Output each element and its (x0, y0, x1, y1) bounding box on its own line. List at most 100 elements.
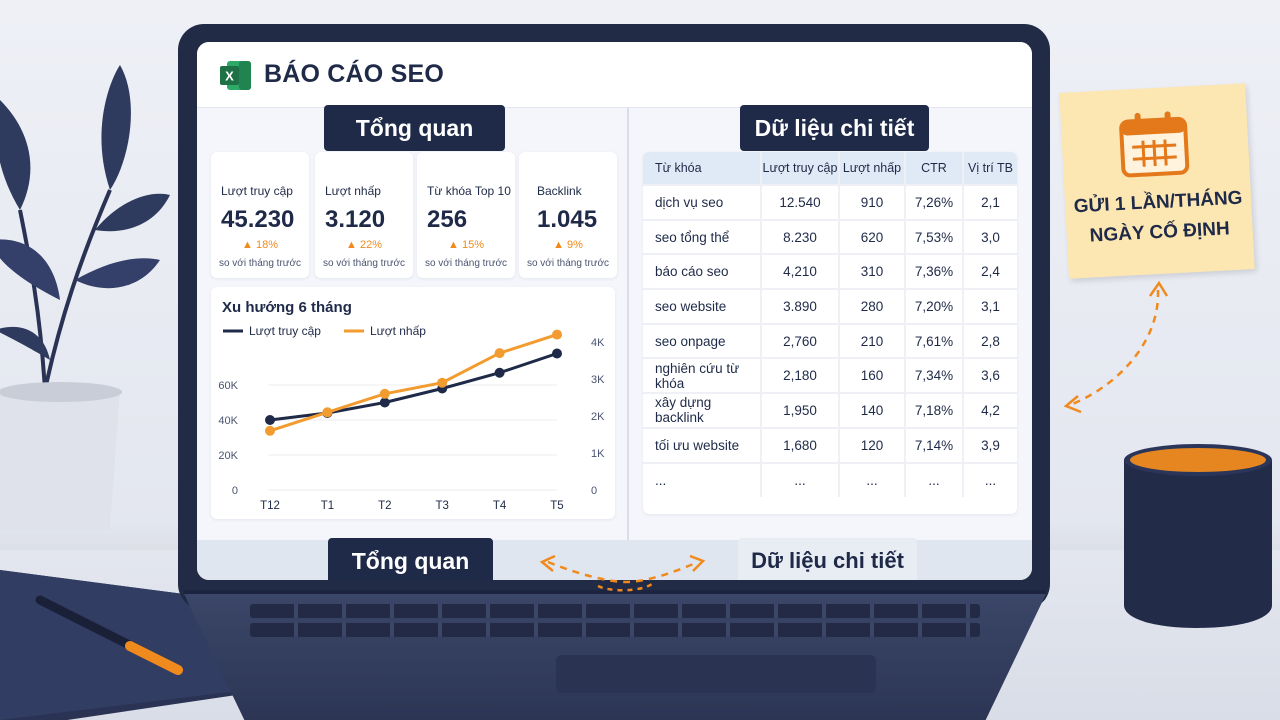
kpi-label: Từ khóa Top 10 (427, 184, 511, 198)
kpi-change: ▲ 22% (315, 239, 413, 251)
kpi-change: ▲ 18% (211, 239, 309, 251)
table-cell: 7,20% (904, 288, 963, 324)
table-row[interactable]: ............... (643, 461, 1017, 498)
table-cell: 3,9 (962, 426, 1017, 463)
kpi-change-value: 9% (567, 239, 583, 251)
data-point (494, 348, 505, 359)
y-axis-left-tick: 60K (218, 380, 238, 392)
chart-title: Xu hướng 6 tháng (222, 299, 352, 316)
keyboard (250, 604, 980, 654)
table-row[interactable]: seo tổng thể 8.230 620 7,53% 3,0 (643, 218, 1017, 255)
kpi-label: Backlink (537, 184, 582, 198)
data-point (552, 329, 562, 340)
column-header[interactable]: Lượt truy cập (760, 152, 839, 185)
kpi-card-top10: Từ khóa Top 10 256 ▲ 15% so với tháng tr… (417, 152, 515, 278)
column-header[interactable]: CTR (904, 152, 963, 185)
kpi-note: so với tháng trước (526, 258, 610, 269)
table-cell: 210 (838, 322, 905, 359)
legend-label-clicks: Lượt nhấp (370, 324, 426, 338)
app-title: BÁO CÁO SEO (264, 60, 444, 88)
kpi-note: so với tháng trước (322, 258, 406, 269)
data-point (437, 377, 448, 388)
table-row[interactable]: xây dựng backlink 1,950 140 7,18% 4,2 (643, 392, 1017, 428)
table-cell: 2,1 (962, 184, 1017, 220)
keyword-table: Từ khóa Lượt truy cập Lượt nhấp CTR Vị t… (643, 152, 1017, 498)
table-row[interactable]: nghiên cứu từ khóa 2,180 160 7,34% 3,6 (643, 357, 1017, 394)
legend-label-visits: Lượt truy cập (249, 324, 321, 338)
table-cell: tối ưu website (643, 426, 761, 463)
keyword-table-card: Từ khóa Lượt truy cập Lượt nhấp CTR Vị t… (643, 152, 1017, 514)
kpi-change: ▲ 9% (519, 239, 617, 251)
kpi-label: Lượt nhấp (325, 184, 381, 198)
y-axis-right-tick: 2K (591, 411, 605, 423)
kpi-value: 1.045 (537, 206, 598, 233)
tab-details[interactable]: Dữ liệu chi tiết (738, 538, 917, 580)
table-cell: 910 (838, 184, 905, 220)
table-cell: ... (838, 461, 905, 498)
table-cell: 7,36% (904, 253, 963, 290)
table-cell: 1,680 (760, 426, 839, 463)
table-row[interactable]: báo cáo seo 4,210 310 7,36% 2,4 (643, 253, 1017, 290)
x-axis-tick: T2 (378, 500, 391, 512)
table-cell: báo cáo seo (643, 253, 761, 290)
trend-chart-card: Xu hướng 6 tháng Lượt truy cập Lượt nhấp… (211, 287, 615, 519)
kpi-value: 3.120 (325, 206, 386, 233)
table-cell: 120 (838, 426, 905, 463)
table-cell: 7,18% (904, 392, 963, 428)
sticky-note-text: GỬI 1 LẦN/THÁNG NGÀY CỐ ĐỊNH (1064, 183, 1253, 253)
table-row[interactable]: seo onpage 2,760 210 7,61% 2,8 (643, 322, 1017, 359)
table-cell: 2,4 (962, 253, 1017, 290)
excel-icon: X (220, 61, 251, 90)
kpi-change-value: 22% (359, 239, 382, 251)
data-point (494, 367, 505, 378)
series-line-clicks (269, 333, 558, 433)
table-cell: 7,53% (904, 218, 963, 255)
data-point (379, 397, 390, 408)
table-cell: 4,2 (962, 392, 1017, 428)
data-point (379, 388, 390, 399)
table-cell: ... (962, 461, 1017, 498)
table-row[interactable]: dịch vụ seo 12.540 910 7,26% 2,1 (643, 184, 1017, 220)
table-cell: 2,180 (760, 357, 839, 394)
table-cell: 2,8 (962, 322, 1017, 359)
table-cell: 310 (838, 253, 905, 290)
svg-text:X: X (225, 69, 234, 84)
data-point (265, 425, 275, 436)
schedule-arrow (1069, 289, 1160, 407)
column-header[interactable]: Từ khóa (643, 152, 761, 185)
table-cell: nghiên cứu từ khóa (643, 357, 761, 394)
table-cell: dịch vụ seo (643, 184, 761, 220)
table-cell: 3,6 (962, 357, 1017, 394)
table-cell: seo tổng thể (643, 218, 761, 255)
table-header-row: Từ khóa Lượt truy cập Lượt nhấp CTR Vị t… (643, 152, 1017, 185)
column-header[interactable]: Lượt nhấp (838, 152, 905, 185)
trend-chart: Xu hướng 6 tháng Lượt truy cập Lượt nhấp… (218, 299, 605, 512)
table-cell: 7,61% (904, 322, 963, 359)
table-row[interactable]: tối ưu website 1,680 120 7,14% 3,9 (643, 426, 1017, 463)
tab-overview[interactable]: Tổng quan (328, 538, 493, 580)
column-header[interactable]: Vị trí TB (962, 152, 1017, 185)
kpi-change-value: 18% (255, 239, 278, 251)
table-cell: 280 (838, 288, 905, 324)
table-row[interactable]: seo website 3.890 280 7,20% 3,1 (643, 288, 1017, 324)
trend-up-icon: ▲ (242, 239, 253, 251)
trackpad (556, 655, 876, 693)
kpi-card-visits: Lượt truy cập 45.230 ▲ 18% so với tháng … (211, 152, 309, 278)
table-cell: xây dựng backlink (643, 392, 761, 428)
overview-heading: Tổng quan (324, 105, 505, 151)
x-axis-tick: T4 (493, 500, 507, 512)
section-divider (627, 108, 629, 580)
kpi-note: so với tháng trước (424, 258, 508, 269)
table-cell: 7,14% (904, 426, 963, 463)
table-cell: 12.540 (760, 184, 839, 220)
table-cell: 4,210 (760, 253, 839, 290)
table-cell: 620 (838, 218, 905, 255)
table-cell: 3,0 (962, 218, 1017, 255)
sticky-note: GỬI 1 LẦN/THÁNG NGÀY CỐ ĐỊNH (1059, 83, 1255, 279)
table-cell: 2,760 (760, 322, 839, 359)
mug-decoration (1124, 444, 1272, 628)
y-axis-right-tick: 3K (591, 374, 605, 386)
table-cell: 7,26% (904, 184, 963, 220)
y-axis-right-tick: 4K (591, 337, 605, 349)
table-cell: 8.230 (760, 218, 839, 255)
